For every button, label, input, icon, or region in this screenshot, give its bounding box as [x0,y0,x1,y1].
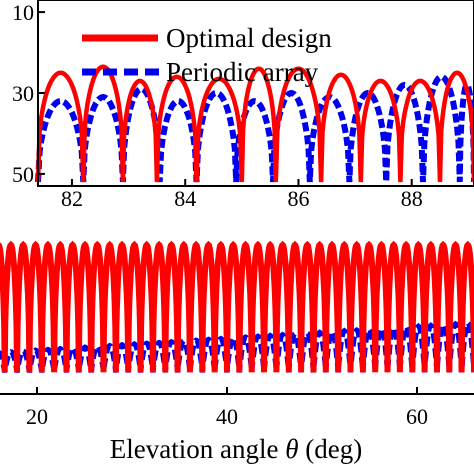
x-axis-label-symbol: θ [285,434,298,464]
inset-x-ticks: 82 84 86 88 [61,179,423,211]
main-series-optimal-design [0,240,474,373]
main-x-tick-label: 40 [216,404,238,429]
legend-label-periodic: Periodic array [166,57,319,87]
inset-series-group [35,64,474,183]
main-plot: 20 40 60 Elevation angle θ (deg) [0,240,474,464]
main-series-group [0,240,474,373]
inset-y-ticks: 10 30 50 [12,0,45,187]
main-x-tick-label: 60 [406,404,428,429]
x-axis-label-suffix: (deg) [298,434,362,464]
inset-frame [37,0,474,187]
inset-y-tick-label: 30 [12,81,34,106]
inset-x-tick-label: 82 [61,186,83,211]
inset-x-tick-label: 88 [401,186,423,211]
legend-label-optimal: Optimal design [166,23,332,53]
inset-x-tick-label: 84 [174,186,196,211]
x-axis-label-prefix: Elevation angle [110,434,285,464]
inset-x-tick-label: 86 [287,186,309,211]
inset-plot: 10 30 50 82 84 86 88 Optimal design Periodic … [0,0,474,211]
inset-series-optimal-design [35,64,474,183]
main-x-ticks: 20 40 60 [26,387,428,429]
inset-y-tick-label: 10 [12,0,34,25]
main-x-tick-label: 20 [26,404,48,429]
inset-legend: Optimal design Periodic array [82,23,332,87]
main-x-axis-label: Elevation angle θ (deg) [110,434,362,464]
inset-y-tick-label: 50 [12,162,34,187]
